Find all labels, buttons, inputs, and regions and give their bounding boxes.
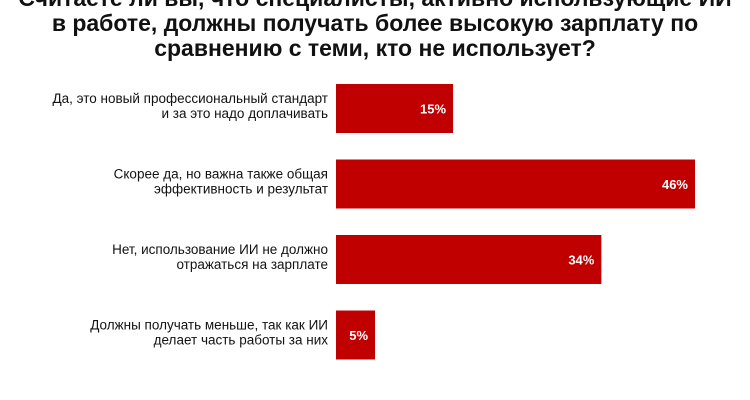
bar-1	[336, 84, 454, 133]
category-label-4-line-2: делает часть работы за них	[154, 333, 329, 348]
value-label-2: 46%	[662, 177, 688, 192]
category-label-4: Должны получать меньше, так как ИИ делает…	[90, 318, 328, 348]
category-label-1: Да, это новый профессиональный стандарт и…	[52, 91, 328, 121]
value-label-4: 5%	[349, 328, 368, 343]
category-label-4-line-1: Должны получать меньше, так как ИИ	[90, 318, 328, 333]
category-label-3-line-2: отражаться на зарплате	[176, 257, 328, 272]
category-label-1-line-1: Да, это новый профессиональный стандарт	[52, 91, 328, 106]
bar-2	[336, 159, 695, 209]
value-label-3: 34%	[568, 253, 594, 268]
category-label-2-line-2: эффективность и результат	[154, 182, 328, 197]
category-label-2: Скорее да, но важна также общая эффективн…	[114, 167, 328, 197]
value-label-1: 15%	[420, 102, 446, 117]
chart-title-line-1: Считаете ли вы, что специалисты, активно…	[0, 0, 750, 11]
category-label-2-line-1: Скорее да, но важна также общая	[114, 167, 328, 182]
bar-3	[336, 235, 602, 284]
bar-4	[336, 310, 376, 360]
category-label-1-line-2: и за это надо доплачивать	[161, 106, 328, 121]
category-label-3: Нет, использование ИИ не должно отражатьс…	[112, 242, 328, 272]
chart-title-line-3: сравнению с теми, кто не использует?	[154, 35, 596, 61]
chart-title: Считаете ли вы, что специалисты, активно…	[0, 0, 750, 61]
chart-title-line-2: в работе, должны получать более высокую …	[51, 10, 699, 36]
category-label-3-line-1: Нет, использование ИИ не должно	[112, 242, 328, 257]
